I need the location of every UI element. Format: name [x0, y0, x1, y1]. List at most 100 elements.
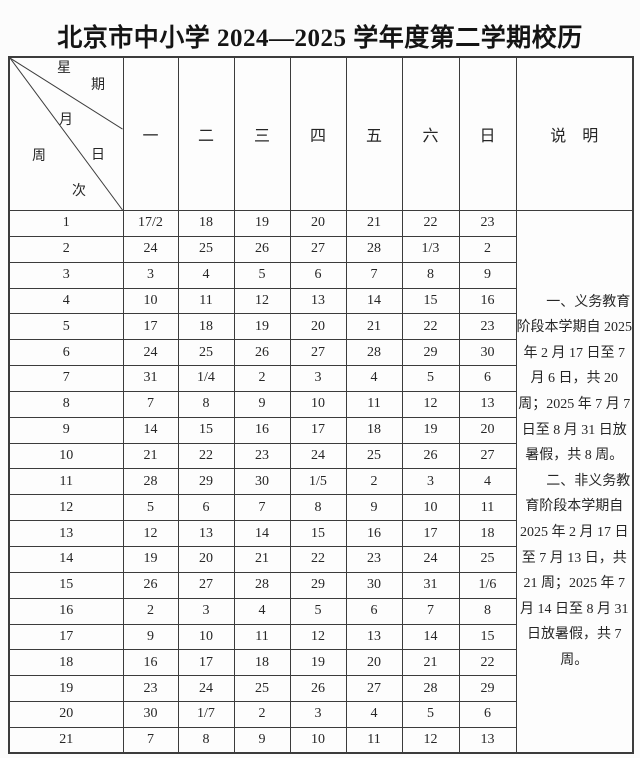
date-cell: 16 — [458, 287, 517, 315]
header-row: 星 期 月 日 周 次 一二三四五六日说 明 — [8, 56, 634, 211]
date-cell: 25 — [177, 235, 235, 263]
date-cell: 22 — [401, 210, 460, 237]
week-number-cell: 18 — [8, 649, 124, 677]
week-number-cell: 19 — [8, 675, 124, 703]
date-cell: 5 — [401, 701, 460, 728]
date-cell: 18 — [177, 210, 235, 237]
date-cell: 16 — [233, 416, 291, 444]
week-row-15: 15 26 27 28 29 30 31 1/6 — [8, 571, 633, 599]
weekday-header-7: 日 — [458, 56, 517, 211]
date-cell: 9 — [458, 261, 517, 289]
date-cell: 23 — [122, 675, 179, 703]
week-number-cell: 10 — [8, 442, 124, 470]
date-cell: 30 — [122, 701, 179, 728]
date-cell: 23 — [458, 210, 517, 237]
date-cell: 6 — [289, 261, 347, 289]
date-cell: 4 — [345, 701, 403, 728]
date-cell: 12 — [401, 726, 460, 754]
weekday-header-5: 五 — [345, 56, 403, 211]
date-cell: 13 — [458, 390, 517, 418]
date-cell: 30 — [345, 571, 403, 599]
week-number-cell: 9 — [8, 416, 124, 444]
date-cell: 25 — [345, 442, 403, 470]
week-number-cell: 7 — [8, 365, 124, 392]
date-cell: 8 — [401, 261, 460, 289]
date-cell: 4 — [458, 468, 517, 496]
date-cell: 8 — [458, 597, 517, 625]
date-cell: 29 — [177, 468, 235, 496]
date-cell: 1/4 — [177, 365, 235, 392]
date-cell: 2 — [122, 597, 179, 625]
date-cell: 28 — [345, 235, 403, 263]
date-cell: 12 — [401, 390, 460, 418]
date-cell: 20 — [177, 545, 235, 573]
date-cell: 5 — [401, 365, 460, 392]
week-number-cell: 4 — [8, 287, 124, 315]
date-cell: 17/2 — [122, 210, 179, 237]
date-cell: 31 — [122, 365, 179, 392]
date-cell: 1/3 — [401, 235, 460, 263]
date-cell: 16 — [122, 649, 179, 677]
date-cell: 23 — [458, 313, 517, 341]
date-cell: 1/5 — [289, 468, 347, 496]
date-cell: 3 — [177, 597, 235, 625]
date-cell: 14 — [345, 287, 403, 315]
date-cell: 3 — [401, 468, 460, 496]
notes-cell: 一、义务教育阶段本学期自 2025 年 2 月 17 日至 7 月 6 日，共 … — [515, 210, 634, 754]
date-cell: 11 — [233, 623, 291, 651]
date-cell: 16 — [345, 520, 403, 547]
date-cell: 10 — [401, 494, 460, 522]
week-row-10: 10 21 22 23 24 25 26 27 — [8, 442, 633, 470]
date-cell: 27 — [289, 235, 347, 263]
date-cell: 3 — [289, 365, 347, 392]
date-cell: 21 — [345, 210, 403, 237]
week-row-18: 18 16 17 18 19 20 21 22 — [8, 649, 633, 677]
week-number-cell: 2 — [8, 235, 124, 263]
date-cell: 15 — [401, 287, 460, 315]
date-cell: 10 — [289, 726, 347, 754]
date-cell: 4 — [233, 597, 291, 625]
date-cell: 27 — [289, 339, 347, 367]
date-cell: 18 — [233, 649, 291, 677]
date-cell: 6 — [458, 701, 517, 728]
date-cell: 25 — [458, 545, 517, 573]
date-cell: 10 — [122, 287, 179, 315]
corner-label-weeknum-char1: 周 — [32, 149, 46, 164]
date-cell: 18 — [177, 313, 235, 341]
date-cell: 18 — [458, 520, 517, 547]
date-cell: 22 — [458, 649, 517, 677]
week-row-9: 9 14 15 16 17 18 19 20 — [8, 416, 633, 444]
week-row-1: 1 17/2 18 19 20 21 22 23 一、义务教育阶段本学期自 2025 年 2 月… — [8, 210, 634, 754]
date-cell: 27 — [458, 442, 517, 470]
date-cell: 14 — [233, 520, 291, 547]
date-cell: 4 — [345, 365, 403, 392]
date-cell: 7 — [401, 597, 460, 625]
date-cell: 19 — [401, 416, 460, 444]
corner-label-week-char1: 星 — [57, 61, 71, 76]
date-cell: 24 — [122, 235, 179, 263]
date-cell: 30 — [233, 468, 291, 496]
date-cell: 6 — [458, 365, 517, 392]
corner-label-day-char: 日 — [91, 148, 105, 163]
date-cell: 8 — [177, 390, 235, 418]
date-cell: 8 — [289, 494, 347, 522]
date-cell: 12 — [289, 623, 347, 651]
notes-paragraph-1: 一、义务教育阶段本学期自 2025 年 2 月 17 日至 7 月 6 日，共 … — [516, 294, 633, 464]
date-cell: 22 — [177, 442, 235, 470]
date-cell: 2 — [233, 365, 291, 392]
date-cell: 24 — [289, 442, 347, 470]
date-cell: 7 — [345, 261, 403, 289]
date-cell: 7 — [233, 494, 291, 522]
calendar-body: 1 17/2 18 19 20 21 22 23 一、义务教育阶段本学期自 2025 年 2 月… — [8, 210, 634, 754]
week-number-cell: 13 — [8, 520, 124, 547]
date-cell: 28 — [233, 571, 291, 599]
weekday-header-6: 六 — [401, 56, 460, 211]
date-cell: 3 — [122, 261, 179, 289]
date-cell: 5 — [289, 597, 347, 625]
date-cell: 24 — [177, 675, 235, 703]
date-cell: 24 — [401, 545, 460, 573]
date-cell: 22 — [401, 313, 460, 341]
date-cell: 21 — [233, 545, 291, 573]
